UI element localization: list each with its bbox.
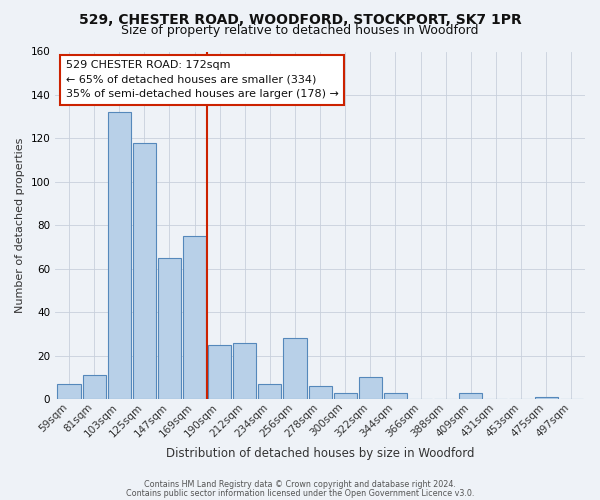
X-axis label: Distribution of detached houses by size in Woodford: Distribution of detached houses by size … (166, 447, 475, 460)
Bar (259, 384, 281, 399)
Text: Contains public sector information licensed under the Open Government Licence v3: Contains public sector information licen… (126, 488, 474, 498)
Text: 529 CHESTER ROAD: 172sqm
← 65% of detached houses are smaller (334)
35% of semi-: 529 CHESTER ROAD: 172sqm ← 65% of detach… (66, 60, 338, 99)
Bar (308, 386, 332, 399)
Bar (107, 112, 131, 399)
Bar (233, 342, 256, 399)
Bar (183, 236, 206, 399)
Y-axis label: Number of detached properties: Number of detached properties (15, 138, 25, 313)
Bar (384, 392, 407, 399)
Text: Size of property relative to detached houses in Woodford: Size of property relative to detached ho… (121, 24, 479, 37)
Bar (359, 378, 382, 399)
Bar (58, 384, 80, 399)
Bar (535, 397, 557, 399)
Bar (334, 392, 357, 399)
Text: Contains HM Land Registry data © Crown copyright and database right 2024.: Contains HM Land Registry data © Crown c… (144, 480, 456, 489)
Bar (133, 142, 156, 399)
Bar (158, 258, 181, 399)
Bar (459, 392, 482, 399)
Bar (208, 344, 231, 399)
Bar (283, 338, 307, 399)
Bar (83, 375, 106, 399)
Text: 529, CHESTER ROAD, WOODFORD, STOCKPORT, SK7 1PR: 529, CHESTER ROAD, WOODFORD, STOCKPORT, … (79, 12, 521, 26)
